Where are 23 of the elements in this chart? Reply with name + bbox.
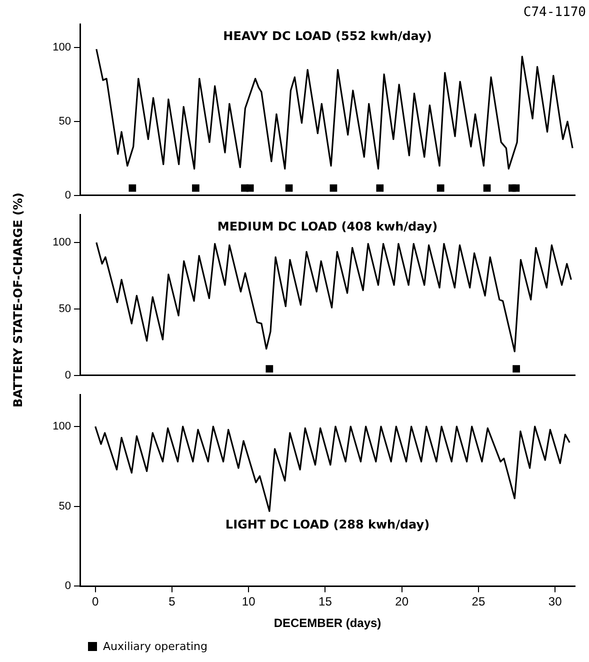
y-axis-title: BATTERY STATE-OF-CHARGE (%): [11, 192, 25, 408]
x-tick-label: 0: [92, 594, 99, 609]
y-tick-label: 100: [52, 420, 71, 433]
legend-label: Auxiliary operating: [103, 640, 208, 653]
x-tick-label: 30: [548, 594, 562, 609]
text: MEDIUM DC LOAD (408 kwh/day): [217, 220, 438, 234]
y-tick-label: 50: [58, 302, 71, 315]
y-tick-label: 0: [64, 189, 71, 202]
y-tick-label: 100: [52, 236, 71, 249]
text: LIGHT DC LOAD (288 kwh/day): [225, 518, 430, 532]
y-tick-label: 0: [64, 580, 71, 592]
x-tick-label: 15: [318, 594, 332, 609]
x-tick-label: 5: [168, 594, 176, 609]
y-tick-label: 50: [58, 116, 71, 128]
y-tick-label: 0: [64, 369, 71, 382]
x-axis-title: DECEMBER (days): [274, 616, 382, 630]
y-tick-label: 100: [52, 42, 71, 54]
x-tick-label: 20: [395, 594, 409, 609]
y-tick-label: 50: [58, 500, 71, 512]
x-tick-label: 10: [242, 594, 256, 609]
text: HEAVY DC LOAD (552 kwh/day): [223, 29, 432, 43]
text: C74-1170: [523, 5, 586, 20]
x-tick-label: 25: [472, 594, 486, 609]
